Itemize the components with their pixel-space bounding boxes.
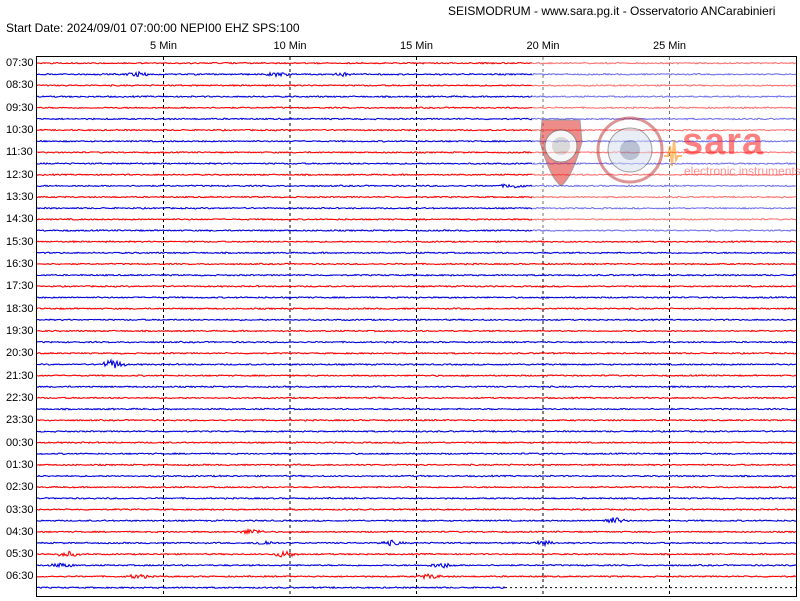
seismic-trace [36,251,797,255]
seismic-trace [36,162,797,166]
seismic-trace [36,586,506,590]
sara-watermark-logo: sara electronic instruments [532,112,800,188]
seismic-trace [36,117,797,121]
row-time-label: 08:30 [6,79,34,92]
watermark-subtitle: electronic instruments [684,164,800,178]
row-time-label: 11:30 [6,146,33,159]
seismic-trace [37,61,797,65]
row-time-label: 13:30 [6,191,34,204]
seismic-trace [36,572,797,581]
seismic-trace [36,396,796,400]
seismic-trace [36,496,797,500]
seismic-trace [36,307,797,311]
row-time-label: 02:30 [6,481,34,494]
seismic-trace [36,318,797,322]
seismic-trace [36,173,797,177]
seismic-trace [36,128,797,132]
seismic-trace [36,374,797,378]
seismic-trace [36,106,796,110]
seismic-trace [36,549,797,558]
row-time-label: 07:30 [6,57,34,70]
seismic-trace [36,340,797,344]
row-time-label: 04:30 [6,525,34,538]
seal-icons [539,116,682,187]
start-date-info: Start Date: 2024/09/01 07:00:00 NEPI00 E… [6,21,300,35]
x-tick-label: 20 Min [526,40,560,52]
seismic-trace [36,407,797,411]
row-time-label: 14:30 [6,213,34,226]
seismic-trace [36,95,797,99]
x-tick-label: 5 Min [150,40,177,52]
seismic-trace [36,539,797,548]
seismic-trace [36,195,797,199]
carabinieri-seal-icon [539,119,583,187]
row-time-label: 18:30 [6,302,34,315]
seismic-trace [37,351,797,355]
row-time-label: 06:30 [6,570,34,583]
row-time-label: 23:30 [6,414,34,427]
row-time-label: 09:30 [6,101,34,114]
seismic-trace [36,441,797,445]
row-time-label: 05:30 [6,548,34,561]
seismic-trace [36,83,797,88]
seismogram-svg [36,57,797,596]
row-time-label: 19:30 [6,324,34,337]
chart-title: SEISMODRUM - www.sara.pg.it - Osservator… [448,4,776,18]
seismic-network-seal-icon [596,116,664,184]
row-time-label: 16:30 [6,258,34,270]
x-tick-label: 25 Min [652,40,687,52]
row-time-label: 01:30 [6,458,34,471]
row-time-label: 00:30 [6,436,34,449]
seismic-wave-icon [664,139,682,167]
x-tick-label: 10 Min [273,40,307,52]
seismic-trace [36,474,797,478]
seismic-trace [37,429,797,433]
seismic-trace [36,562,797,569]
seismic-trace [36,217,797,221]
row-time-label: 20:30 [6,347,34,360]
seismic-trace [36,463,797,467]
seismic-trace [36,329,797,333]
watermark-brand: sara [682,121,765,163]
row-time-label: 17:30 [6,280,34,293]
seismic-trace [36,507,797,512]
row-time-label: 10:30 [6,124,34,137]
seismic-trace [36,358,797,369]
seismic-trace [36,273,797,277]
seismic-trace [36,295,797,300]
seismic-trace [36,418,797,422]
x-tick-label: 15 Min [399,40,434,52]
seismic-trace [36,452,797,456]
row-time-label: 21:30 [6,369,34,382]
seismic-trace [36,229,797,233]
seismic-trace [36,262,797,266]
row-time-label: 22:30 [6,391,34,404]
seismic-trace [36,206,797,210]
row-time-label: 15:30 [6,235,34,248]
seismic-trace [36,284,796,288]
seismic-trace [37,139,797,143]
seismic-trace [36,527,797,536]
seismic-trace [36,385,797,389]
seismic-trace [36,240,796,244]
seismic-trace [36,517,797,524]
seismic-trace [36,70,797,79]
row-time-label: 12:30 [6,168,34,181]
seismic-trace [36,183,797,189]
seismic-trace [36,485,797,489]
row-time-label: 03:30 [6,503,34,516]
